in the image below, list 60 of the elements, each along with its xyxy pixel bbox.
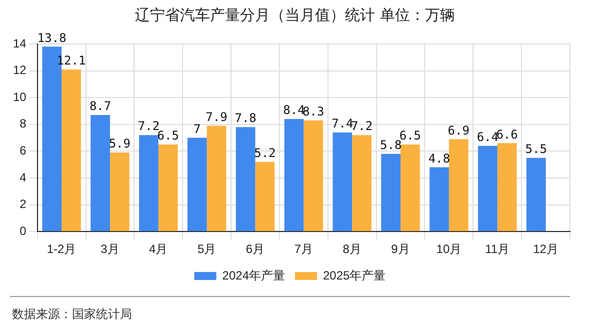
y-tick-label: 6 — [20, 144, 27, 158]
data-label: 8.3 — [302, 104, 324, 119]
bar — [284, 119, 304, 232]
bar — [139, 135, 158, 232]
bar — [90, 115, 110, 232]
bar — [478, 146, 498, 232]
y-tick-label: 12 — [12, 63, 27, 78]
legend-label: 2025年产量 — [323, 268, 386, 282]
data-label: 6.9 — [448, 123, 470, 138]
bar — [352, 135, 372, 232]
x-tick-label: 9月 — [391, 242, 410, 256]
bar — [430, 167, 449, 232]
y-tick-label: 14 — [12, 36, 27, 50]
x-tick-label: 8月 — [342, 242, 362, 256]
data-label: 8.4 — [283, 103, 305, 118]
data-label: 5.8 — [380, 138, 402, 152]
bar — [448, 139, 468, 232]
bar — [381, 154, 401, 232]
x-tick-label: 1-2月 — [46, 242, 76, 256]
data-label: 5.5 — [525, 142, 547, 156]
bar — [236, 127, 256, 232]
bar — [62, 69, 81, 232]
source-note: 数据来源：国家统计局 — [12, 306, 132, 323]
data-label: 7.8 — [234, 111, 256, 126]
data-label: 7.2 — [138, 119, 160, 134]
data-label: 7.2 — [350, 119, 373, 134]
chart-title: 辽宁省汽车产量分月（当月值）统计 单位：万辆 — [134, 6, 456, 25]
bar — [110, 152, 130, 232]
x-tick-label: 11月 — [485, 242, 510, 256]
data-label: 5.2 — [254, 146, 276, 160]
bar — [255, 162, 275, 232]
y-tick-label: 8 — [20, 116, 27, 131]
bar — [187, 138, 207, 232]
legend-label: 2024年产量 — [222, 268, 286, 282]
bar — [400, 144, 420, 232]
y-tick-label: 0 — [20, 224, 27, 238]
x-tick-label: 3月 — [100, 242, 120, 256]
data-label: 13.8 — [37, 30, 66, 45]
bar — [206, 126, 226, 232]
x-tick-label: 12月 — [533, 242, 558, 256]
data-label: 7.4 — [332, 116, 354, 131]
data-label: 6.6 — [496, 127, 518, 142]
bar — [304, 120, 324, 232]
x-tick-label: 5月 — [197, 242, 216, 256]
bar — [332, 132, 352, 232]
bar — [497, 143, 517, 232]
data-label: 6.4 — [476, 130, 499, 144]
bar — [158, 144, 178, 232]
data-label: 8.7 — [89, 99, 112, 114]
x-tick-label: 7月 — [294, 242, 314, 256]
y-tick-label: 2 — [20, 197, 27, 212]
data-label: 7.9 — [206, 110, 228, 124]
x-tick-label: 4月 — [149, 242, 168, 256]
x-tick-label: 6月 — [246, 242, 265, 256]
y-tick-label: 10 — [12, 90, 27, 104]
y-tick-label: 4 — [20, 170, 27, 184]
bar — [526, 158, 546, 232]
x-tick-label: 10月 — [436, 242, 462, 256]
data-label: 6.5 — [157, 128, 179, 143]
data-label: 7 — [194, 122, 201, 136]
